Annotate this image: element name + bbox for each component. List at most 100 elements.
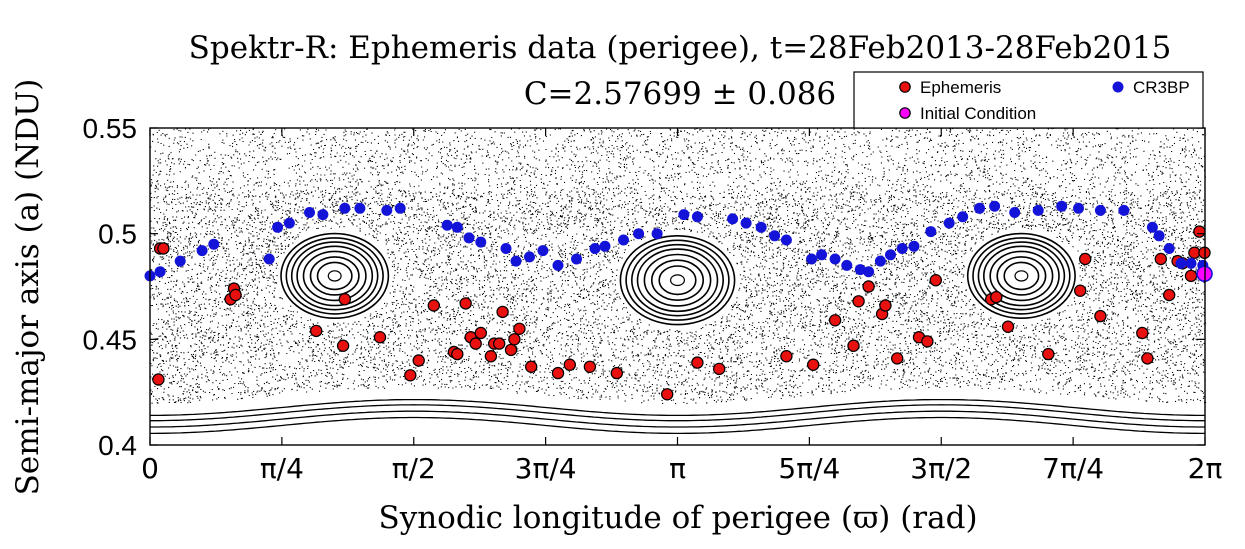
data-point-cr3bp: [816, 249, 828, 261]
x-axis-label: Synodic longitude of perigee (ϖ) (rad): [378, 500, 977, 536]
island-contour: [977, 241, 1066, 311]
data-point-cr3bp: [475, 236, 487, 248]
data-point-cr3bp: [1146, 221, 1158, 233]
lower-invariant-curve: [150, 404, 1205, 422]
island-contour: [309, 256, 360, 296]
data-point-cr3bp: [925, 226, 937, 238]
poincare-section-background: [150, 127, 1207, 435]
island-contour: [296, 245, 374, 307]
data-point-cr3bp: [537, 245, 549, 257]
data-point-cr3bp: [973, 202, 985, 214]
data-point-cr3bp: [451, 221, 463, 233]
data-point-cr3bp: [317, 209, 329, 221]
data-point-ephemeris: [496, 305, 509, 319]
data-point-cr3bp: [617, 234, 629, 246]
data-point-cr3bp: [1185, 257, 1197, 269]
legend-box: [853, 71, 1204, 129]
legend-marker-cr3bp: [1112, 81, 1124, 93]
resonance-island: [280, 232, 390, 319]
data-point-ephemeris: [152, 373, 165, 386]
island-contour: [989, 250, 1054, 302]
data-point-ephemeris: [469, 337, 482, 350]
data-point-ephemeris: [1042, 347, 1055, 361]
data-point-cr3bp: [908, 240, 920, 252]
data-point-ephemeris: [459, 297, 472, 310]
data-point-cr3bp: [589, 243, 601, 255]
island-contour: [302, 250, 367, 302]
legend-label-ephemeris: Ephemeris: [920, 78, 1001, 97]
x-tick-label: 3π/2: [910, 452, 972, 485]
island-contour: [658, 265, 697, 296]
data-point-cr3bp: [727, 213, 739, 225]
x-tick-label: 5π/4: [778, 452, 840, 485]
data-point-cr3bp: [943, 217, 955, 229]
series-ephemeris: [152, 225, 1211, 401]
lower-invariant-curve: [150, 410, 1205, 428]
data-point-cr3bp: [381, 204, 393, 216]
data-point-cr3bp: [1153, 230, 1165, 242]
chart-title: Spektr-R: Ephemeris data (perigee), t=28…: [189, 30, 1172, 66]
x-tick-label: π: [669, 452, 686, 485]
data-point-ephemeris: [661, 388, 674, 401]
lower-invariant-curve: [150, 398, 1205, 417]
data-point-cr3bp: [806, 253, 818, 265]
data-point-cr3bp: [884, 249, 896, 261]
data-point-ephemeris: [1193, 225, 1206, 238]
data-point-ephemeris: [1154, 252, 1168, 266]
data-point-cr3bp: [523, 251, 535, 263]
series-cr3bp: [144, 200, 1211, 282]
data-point-cr3bp: [154, 266, 166, 278]
island-contour: [630, 243, 724, 317]
data-point-ephemeris: [862, 280, 875, 293]
data-point-cr3bp: [874, 255, 886, 267]
data-point-ephemeris: [879, 299, 892, 312]
x-tick-label: π/2: [392, 452, 436, 485]
data-point-cr3bp: [829, 253, 841, 265]
island-contour: [966, 232, 1076, 319]
data-point-cr3bp: [633, 228, 645, 240]
x-tick-label: 0: [141, 452, 159, 485]
data-point-cr3bp: [755, 221, 767, 233]
data-series: [144, 200, 1213, 401]
data-point-cr3bp: [552, 259, 564, 271]
island-center: [327, 270, 342, 282]
data-point-ephemeris: [852, 295, 865, 308]
data-point-ephemeris: [891, 352, 904, 365]
data-point-ephemeris: [451, 347, 464, 361]
data-point-cr3bp: [272, 221, 284, 233]
data-point-cr3bp: [1032, 204, 1044, 216]
y-axis-label: Semi-major axis (a) (NDU): [10, 79, 46, 496]
island-contour: [625, 239, 730, 321]
data-point-cr3bp: [263, 253, 275, 265]
data-point-cr3bp: [691, 211, 703, 223]
data-point-ephemeris: [493, 337, 506, 350]
data-point-ephemeris: [157, 242, 170, 255]
data-point-ephemeris: [513, 322, 526, 335]
data-point-cr3bp: [570, 253, 582, 265]
data-point-ephemeris: [583, 360, 597, 373]
y-tick-label: 0.55: [83, 113, 138, 144]
data-point-ephemeris: [338, 293, 351, 306]
legend-label-initial-condition: Initial Condition: [920, 104, 1036, 123]
data-point-cr3bp: [678, 209, 690, 221]
data-point-cr3bp: [1163, 243, 1175, 255]
island-contour: [290, 241, 379, 311]
data-point-cr3bp: [841, 259, 853, 271]
data-point-ephemeris: [504, 343, 518, 357]
plot-frame: [149, 127, 1206, 446]
data-point-ephemeris: [713, 362, 726, 376]
data-point-cr3bp: [1118, 204, 1130, 216]
x-tick-label: 7π/4: [1042, 452, 1104, 485]
data-point-ephemeris: [1094, 309, 1107, 323]
data-point-ephemeris: [929, 274, 943, 287]
x-tick-label: π/4: [260, 452, 304, 485]
data-point-cr3bp: [1094, 204, 1106, 216]
island-contour: [316, 261, 353, 291]
data-point-cr3bp: [1056, 200, 1068, 212]
data-point-cr3bp: [957, 211, 969, 223]
data-point-ephemeris: [412, 354, 425, 367]
data-point-cr3bp: [599, 240, 611, 252]
data-point-ephemeris: [780, 350, 793, 363]
data-point-cr3bp: [896, 243, 908, 255]
